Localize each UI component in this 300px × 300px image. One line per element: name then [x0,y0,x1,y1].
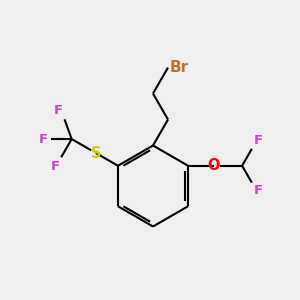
Text: F: F [253,134,262,147]
Text: F: F [39,133,48,146]
Text: S: S [91,146,101,160]
Text: F: F [54,104,63,117]
Text: Br: Br [170,60,189,75]
Text: O: O [207,158,220,173]
Text: F: F [51,160,60,172]
Text: F: F [253,184,262,197]
